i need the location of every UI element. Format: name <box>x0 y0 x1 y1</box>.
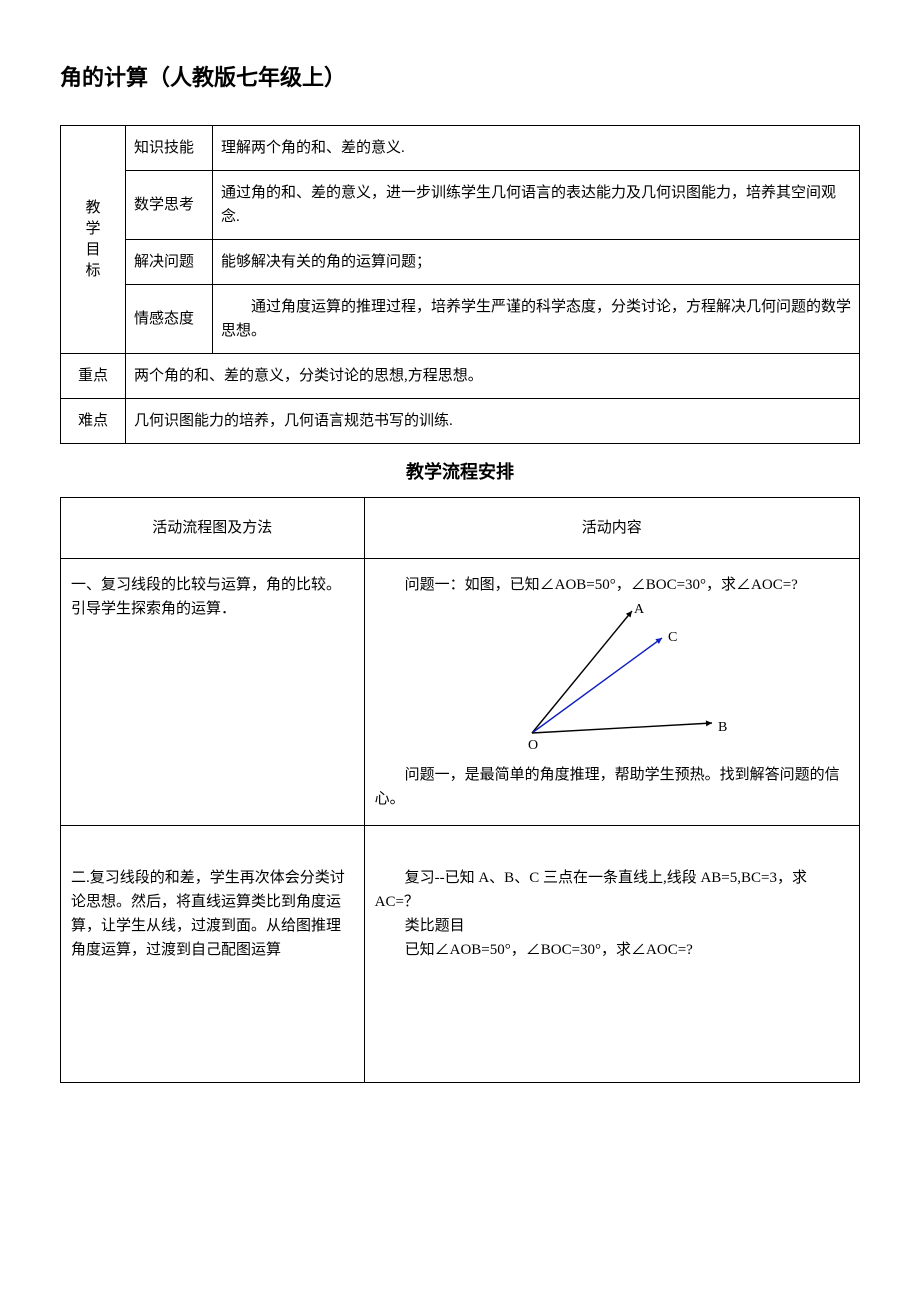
goal-row-text: 能够解决有关的角的运算问题； <box>213 240 860 285</box>
difficulty-text: 几何识图能力的培养，几何语言规范书写的训练. <box>126 399 860 444</box>
svg-text:A: A <box>634 603 645 617</box>
svg-text:B: B <box>718 720 727 735</box>
flow-row2-line1: 复习--已知 A、B、C 三点在一条直线上,线段 AB=5,BC=3，求 AC=… <box>375 866 849 914</box>
svg-text:C: C <box>668 630 677 645</box>
angle-diagram: A C B O <box>482 603 742 753</box>
flow-header-right: 活动内容 <box>364 497 859 558</box>
flow-row1-left: 一、复习线段的比较与运算，角的比较。引导学生探索角的运算． <box>61 558 365 825</box>
flow-row2-line2: 类比题目 <box>375 914 849 938</box>
flow-row2-right: 复习--已知 A、B、C 三点在一条直线上,线段 AB=5,BC=3，求 AC=… <box>364 825 859 1082</box>
page-title: 角的计算（人教版七年级上） <box>60 60 860 95</box>
goals-vlabel: 教学目标 <box>61 126 126 354</box>
q1-note: 问题一，是最简单的角度推理，帮助学生预热。找到解答问题的信心。 <box>375 763 849 811</box>
flow-row1-right: 问题一：如图，已知∠AOB=50°，∠BOC=30°，求∠AOC=? ACBO … <box>364 558 859 825</box>
keypoint-text: 两个角的和、差的意义，分类讨论的思想,方程思想。 <box>126 354 860 399</box>
goal-row-text: 通过角度运算的推理过程，培养学生严谨的科学态度，分类讨论，方程解决几何问题的数学… <box>213 285 860 354</box>
difficulty-label: 难点 <box>61 399 126 444</box>
goal-row-text: 理解两个角的和、差的意义. <box>213 126 860 171</box>
goal-row-text: 通过角的和、差的意义，进一步训练学生几何语言的表达能力及几何识图能力，培养其空间… <box>213 171 860 240</box>
goal-row-label: 数学思考 <box>126 171 213 240</box>
flow-row2-left-text: 二.复习线段的和差，学生再次体会分类讨论思想。然后，将直线运算类比到角度运算，让… <box>71 866 354 962</box>
flow-table: 活动流程图及方法 活动内容 一、复习线段的比较与运算，角的比较。引导学生探索角的… <box>60 497 860 1083</box>
flow-header-left: 活动流程图及方法 <box>61 497 365 558</box>
keypoint-label: 重点 <box>61 354 126 399</box>
flow-row2-left: 二.复习线段的和差，学生再次体会分类讨论思想。然后，将直线运算类比到角度运算，让… <box>61 825 365 1082</box>
goal-row-label: 解决问题 <box>126 240 213 285</box>
q1-intro: 问题一：如图，已知∠AOB=50°，∠BOC=30°，求∠AOC=? <box>375 573 849 597</box>
flow-row2-line3: 已知∠AOB=50°，∠BOC=30°，求∠AOC=? <box>375 938 849 962</box>
flow-row1-left-text: 一、复习线段的比较与运算，角的比较。引导学生探索角的运算． <box>71 573 354 621</box>
flow-title: 教学流程安排 <box>60 458 860 487</box>
goal-row-label: 情感态度 <box>126 285 213 354</box>
goals-table: 教学目标 知识技能 理解两个角的和、差的意义. 数学思考 通过角的和、差的意义，… <box>60 125 860 444</box>
svg-text:O: O <box>528 738 538 753</box>
goal-row-label: 知识技能 <box>126 126 213 171</box>
